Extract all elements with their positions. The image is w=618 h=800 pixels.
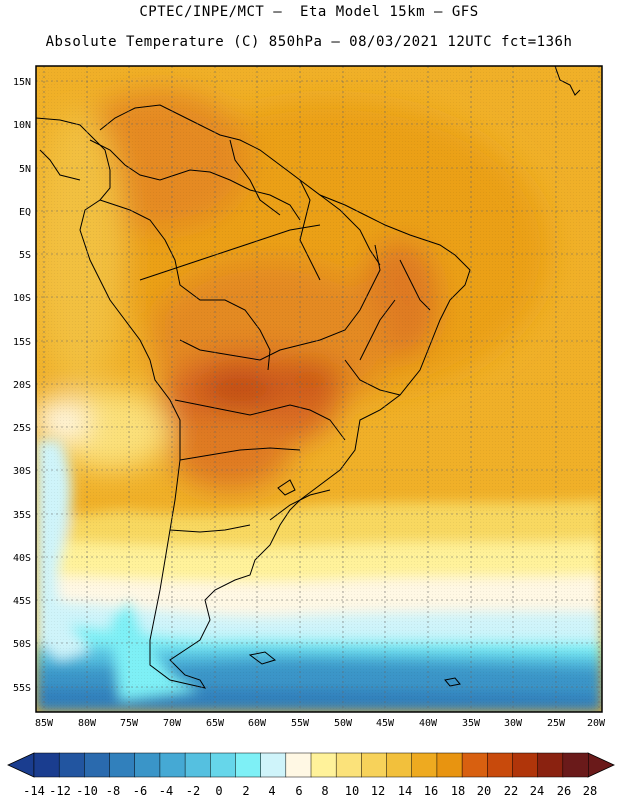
lon-label-50w: 50W bbox=[334, 718, 353, 729]
colorbar-swatch bbox=[361, 752, 388, 778]
colorbar-label: 24 bbox=[530, 784, 544, 798]
colorbar-label: 22 bbox=[504, 784, 518, 798]
lat-label-55s: 55S bbox=[13, 683, 31, 694]
map-title-line-2: Absolute Temperature (C) 850hPa – 08/03/… bbox=[45, 34, 573, 50]
lon-label-40w: 40W bbox=[419, 718, 438, 729]
colorbar-label: 4 bbox=[268, 784, 275, 798]
lat-label-20s: 20S bbox=[13, 380, 31, 391]
lon-label-45w: 45W bbox=[376, 718, 395, 729]
colorbar-swatch bbox=[411, 752, 438, 778]
colorbar-label: -12 bbox=[49, 784, 71, 798]
colorbar-label: 28 bbox=[583, 784, 597, 798]
lat-label-10s: 10S bbox=[13, 293, 31, 304]
lat-label-50s: 50S bbox=[13, 639, 31, 650]
colorbar-swatch bbox=[436, 752, 463, 778]
lon-label-80w: 80W bbox=[78, 718, 97, 729]
colorbar-swatch bbox=[235, 752, 262, 778]
colorbar-swatch bbox=[184, 752, 211, 778]
longitude-labels: 85W 80W 75W 70W 65W 60W 55W 50W 45W 40W … bbox=[35, 718, 606, 729]
colorbar-low-arrow bbox=[7, 752, 35, 778]
colorbar-swatch bbox=[487, 752, 513, 778]
colorbar-swatch bbox=[386, 752, 413, 778]
lon-label-70w: 70W bbox=[163, 718, 182, 729]
colorbar-label: 2 bbox=[242, 784, 249, 798]
colorbar-label: -6 bbox=[133, 784, 147, 798]
colorbar-label: 20 bbox=[477, 784, 491, 798]
lat-label-eq: EQ bbox=[19, 207, 31, 218]
colorbar-high-arrow bbox=[587, 752, 615, 778]
lat-label-30s: 30S bbox=[13, 466, 31, 477]
colorbar-swatch bbox=[109, 752, 136, 778]
graticule bbox=[36, 66, 602, 712]
lat-label-5n: 5N bbox=[19, 164, 31, 175]
lat-label-45s: 45S bbox=[13, 596, 31, 607]
country-borders bbox=[36, 66, 581, 689]
colorbar-label: 12 bbox=[371, 784, 385, 798]
latitude-labels: 15N 10N 5N EQ 5S 10S 15S 20S 25S 30S 35S… bbox=[13, 77, 31, 694]
lon-label-55w: 55W bbox=[291, 718, 310, 729]
colorbar-swatch bbox=[159, 752, 186, 778]
colorbar-label: 8 bbox=[321, 784, 328, 798]
lat-label-5s: 5S bbox=[19, 250, 31, 261]
lon-label-85w: 85W bbox=[35, 718, 54, 729]
colorbar-swatch bbox=[461, 752, 488, 778]
lon-label-25w: 25W bbox=[547, 718, 566, 729]
colorbar-label: 10 bbox=[345, 784, 359, 798]
colorbar-swatch bbox=[335, 752, 362, 778]
lat-label-15n: 15N bbox=[13, 77, 31, 88]
lat-label-10n: 10N bbox=[13, 120, 31, 131]
lon-label-35w: 35W bbox=[462, 718, 481, 729]
colorbar-swatch bbox=[285, 752, 312, 778]
colorbar-swatches bbox=[33, 752, 589, 778]
colorbar-label: 26 bbox=[557, 784, 571, 798]
colorbar-swatch bbox=[58, 752, 85, 778]
colorbar-label: -8 bbox=[106, 784, 120, 798]
lat-label-35s: 35S bbox=[13, 510, 31, 521]
colorbar-label: -14 bbox=[23, 784, 45, 798]
lon-label-20w: 20W bbox=[587, 718, 606, 729]
colorbar-swatch bbox=[33, 752, 60, 778]
colorbar-label: -10 bbox=[76, 784, 98, 798]
colorbar-label: 16 bbox=[424, 784, 438, 798]
lon-label-65w: 65W bbox=[206, 718, 225, 729]
colorbar-label: 18 bbox=[451, 784, 465, 798]
lon-label-60w: 60W bbox=[248, 718, 267, 729]
lat-label-40s: 40S bbox=[13, 553, 31, 564]
colorbar-swatch bbox=[537, 752, 564, 778]
colorbar-swatch bbox=[84, 752, 111, 778]
colorbar-swatch bbox=[210, 752, 237, 778]
colorbar-swatch bbox=[310, 752, 337, 778]
colorbar-swatch bbox=[134, 752, 161, 778]
colorbar-label: 14 bbox=[398, 784, 412, 798]
colorbar-label: -2 bbox=[186, 784, 200, 798]
map-title-line-1: CPTEC/INPE/MCT – Eta Model 15km – GFS bbox=[139, 4, 479, 20]
lat-label-15s: 15S bbox=[13, 337, 31, 348]
lon-label-75w: 75W bbox=[120, 718, 139, 729]
colorbar-swatch bbox=[512, 752, 539, 778]
colorbar-label: 6 bbox=[295, 784, 302, 798]
colorbar-label: -4 bbox=[159, 784, 173, 798]
temperature-field bbox=[36, 66, 602, 712]
colorbar-swatch bbox=[562, 752, 589, 778]
lat-label-25s: 25S bbox=[13, 423, 31, 434]
colorbar-swatch bbox=[260, 752, 287, 778]
colorbar: -14 -12 -10 -8 -6 -4 -2 0 2 4 6 8 10 12 … bbox=[7, 752, 615, 798]
lon-label-30w: 30W bbox=[504, 718, 523, 729]
colorbar-label: 0 bbox=[215, 784, 222, 798]
map-frame bbox=[35, 65, 603, 713]
